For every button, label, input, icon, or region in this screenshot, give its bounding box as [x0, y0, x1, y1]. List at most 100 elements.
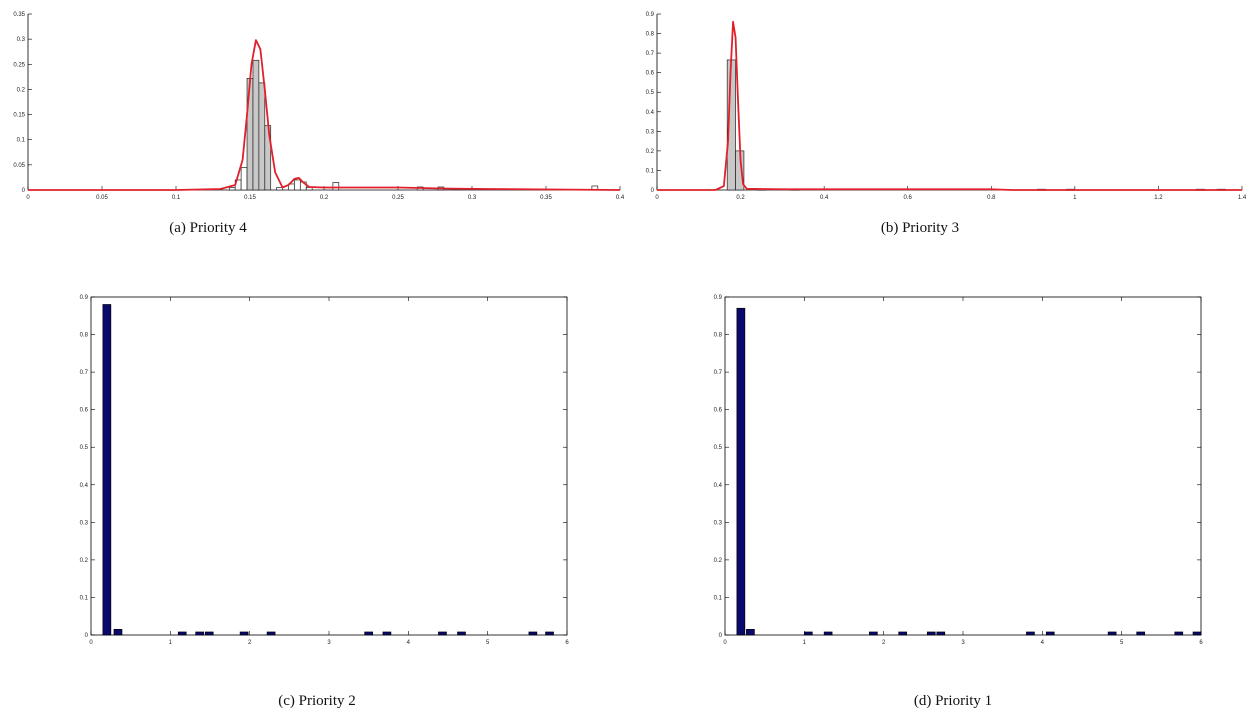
y-tick-label: 0.8	[714, 333, 723, 339]
histogram-bar	[258, 82, 266, 191]
histogram-bar	[1107, 631, 1117, 636]
histogram-bar	[1192, 631, 1202, 636]
y-tick-label: 0.6	[714, 408, 723, 414]
y-tick-label: 0.1	[714, 595, 723, 601]
x-tick-label: 1	[803, 640, 807, 646]
y-tick-label: 0.3	[17, 37, 26, 43]
chart-svg-c: 0 0.1 0.2 0.3 0.4 0.5 0.6 0.7 0.8 0.9 0 1 2 3 4 5 6	[80, 295, 570, 646]
y-tick-label: 0.3	[80, 520, 89, 526]
x-tick-label: 0	[723, 640, 727, 646]
y-tick-label: 0.3	[714, 520, 723, 526]
histogram-bar	[332, 182, 340, 191]
y-tick-label: 0.4	[646, 110, 655, 116]
y-tick-label: 0.5	[646, 90, 655, 96]
x-tick-label: 0	[655, 195, 659, 201]
x-tick-label: 0.1	[172, 195, 181, 201]
histogram-bar	[240, 167, 248, 191]
x-tick-label: 0.2	[320, 195, 329, 201]
histogram-bar	[382, 631, 392, 636]
plot-area: 0 0.1 0.2 0.3 0.4 0.5 0.6 0.7 0.8 0.9 0 1 2 3 4 5 6	[714, 295, 1204, 646]
y-tick-label: 0.2	[17, 87, 26, 93]
density-fit-line	[657, 20, 1242, 191]
y-tick-label: 0.25	[13, 62, 25, 68]
histogram-bar	[528, 631, 538, 636]
histogram-bar	[803, 631, 813, 636]
density-fit-line	[28, 39, 621, 191]
y-tick-label: 0.5	[714, 445, 723, 451]
caption-priority-1: (d) Priority 1	[913, 693, 993, 709]
histogram-bar	[545, 631, 554, 636]
y-tick-label: 0	[85, 633, 89, 639]
plot-area: 0 0.1 0.2 0.3 0.4 0.5 0.6 0.7 0.8 0.9 0 0.2 0.4 0.6 0.…	[646, 12, 1247, 201]
x-tick-label: 3	[327, 640, 331, 646]
y-tick-label: 0	[22, 188, 26, 194]
chart-svg-b: 0 0.1 0.2 0.3 0.4 0.5 0.6 0.7 0.8 0.9 0 0.2 0.4 0.6 0.…	[646, 12, 1247, 201]
x-tick-label: 0.35	[540, 195, 552, 201]
histogram-bar	[438, 631, 447, 636]
x-tick-label: 0.4	[820, 195, 829, 201]
x-tick-label: 1.2	[1154, 195, 1163, 201]
caption-priority-3: (b) Priority 3	[880, 220, 960, 236]
y-tick-label: 0.1	[646, 168, 655, 174]
y-tick-label: 0.2	[80, 558, 89, 564]
x-tick-label: 0.4	[616, 195, 625, 201]
y-tick-label: 0.9	[80, 295, 89, 301]
x-tick-label: 6	[565, 640, 569, 646]
y-tick-label: 0.6	[646, 71, 655, 77]
histogram-bar	[252, 59, 260, 191]
histogram-bar	[102, 304, 112, 636]
y-tick-label: 0.4	[80, 483, 89, 489]
histogram-bar	[898, 631, 908, 636]
plot-area: 0 0.1 0.2 0.3 0.4 0.5 0.6 0.7 0.8 0.9 0 1 2 3 4 5 6	[80, 295, 570, 646]
histogram-bar	[204, 631, 214, 636]
y-tick-label: 0.1	[80, 595, 89, 601]
y-tick-label: 0.7	[714, 370, 723, 376]
histogram-bar	[869, 631, 878, 636]
x-tick-label: 1.4	[1238, 195, 1247, 201]
histogram-bar	[266, 631, 276, 636]
histogram-bar	[1045, 631, 1055, 636]
histogram-panel-priority-2: 0 0.1 0.2 0.3 0.4 0.5 0.6 0.7 0.8 0.9 0 1 2 3 4 5 6	[71, 291, 575, 649]
x-tick-label: 0.25	[392, 195, 404, 201]
histogram-panel-priority-4: 0 0.05 0.1 0.15 0.2 0.25 0.3 0.35 0 0.05 0.1 0.15 0.…	[8, 8, 628, 204]
x-tick-label: 0.2	[736, 195, 745, 201]
y-tick-label: 0.1	[17, 138, 26, 144]
y-tick-label: 0	[651, 188, 655, 194]
histogram-bar	[294, 179, 301, 191]
y-tick-label: 0.8	[80, 333, 89, 339]
histogram-bar	[746, 629, 755, 636]
histogram-bar	[276, 187, 283, 191]
y-tick-label: 0	[719, 633, 723, 639]
y-tick-label: 0.15	[13, 113, 25, 119]
x-tick-label: 1	[169, 640, 173, 646]
y-tick-label: 0.2	[646, 149, 655, 155]
axes-box	[90, 296, 568, 636]
histogram-bar	[364, 631, 373, 636]
caption-priority-4: (a) Priority 4	[169, 220, 247, 236]
plot-area: 0 0.05 0.1 0.15 0.2 0.25 0.3 0.35 0 0.05 0.1 0.15 0.…	[13, 12, 625, 201]
caption-priority-2: (c) Priority 2	[278, 693, 356, 709]
histogram-bar	[1174, 631, 1184, 636]
chart-svg-a: 0 0.05 0.1 0.15 0.2 0.25 0.3 0.35 0 0.05 0.1 0.15 0.…	[13, 12, 625, 201]
chart-svg-d: 0 0.1 0.2 0.3 0.4 0.5 0.6 0.7 0.8 0.9 0 1 2 3 4 5 6	[714, 295, 1204, 646]
y-tick-label: 0.05	[13, 163, 25, 169]
histogram-bar	[1136, 631, 1146, 636]
histogram-bar	[457, 631, 466, 636]
histogram-bar	[1026, 631, 1035, 636]
y-tick-label: 0.9	[714, 295, 723, 301]
histogram-panel-priority-1: 0 0.1 0.2 0.3 0.4 0.5 0.6 0.7 0.8 0.9 0 1 2 3 4 5 6	[705, 291, 1209, 649]
x-tick-label: 0.05	[96, 195, 108, 201]
y-tick-label: 0.8	[646, 32, 655, 38]
x-tick-label: 5	[1120, 640, 1124, 646]
histogram-bar	[228, 187, 236, 191]
y-tick-label: 0.7	[80, 370, 89, 376]
y-tick-label: 0.7	[646, 51, 655, 57]
histogram-bar	[113, 629, 123, 636]
y-tick-label: 0.5	[80, 445, 89, 451]
histogram-bar	[177, 631, 187, 636]
y-tick-label: 0.3	[646, 129, 655, 135]
y-tick-label: 0.35	[13, 12, 25, 18]
x-tick-label: 0	[89, 640, 93, 646]
x-tick-label: 0	[26, 195, 30, 201]
x-tick-label: 0.15	[244, 195, 256, 201]
